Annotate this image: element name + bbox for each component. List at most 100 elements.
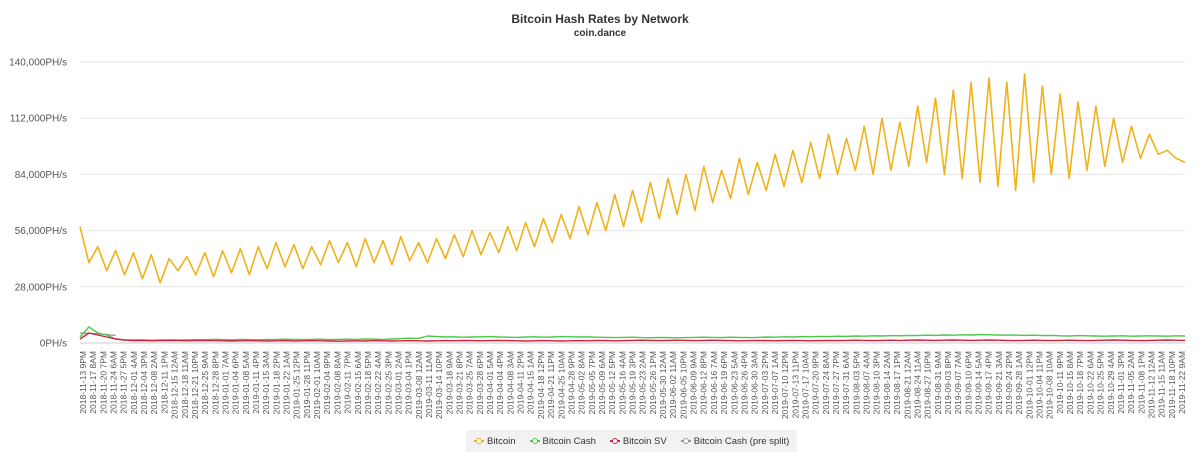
x-tick-label: 2019-02-04 9PM bbox=[322, 351, 332, 414]
grid-lines bbox=[80, 61, 1185, 344]
x-tick-label: 2019-03-11 11AM bbox=[424, 351, 434, 418]
x-tick-label: 2018-11-27 5PM bbox=[119, 351, 129, 414]
x-tick-label: 2019-09-21 3AM bbox=[994, 351, 1004, 414]
x-tick-label: 2018-12-21 10PM bbox=[190, 351, 200, 419]
series-line-bitcoin-cash-pre-split bbox=[79, 332, 116, 337]
x-tick-label: 2019-03-01 2AM bbox=[393, 351, 403, 414]
y-tick-label: 28,000PH/s bbox=[15, 282, 67, 293]
x-tick-label: 2019-11-12 12AM bbox=[1146, 351, 1156, 418]
x-tick-label: 2019-06-12 8PM bbox=[699, 351, 709, 414]
x-tick-label: 2019-01-22 1AM bbox=[282, 351, 292, 414]
x-tick-label: 2019-06-26 4PM bbox=[739, 351, 749, 414]
x-tick-label: 2019-07-07 1AM bbox=[770, 351, 780, 414]
x-tick-label: 2019-07-31 6AM bbox=[841, 351, 851, 414]
legend-label: Bitcoin Cash (pre split) bbox=[693, 435, 790, 447]
x-tick-label: 2019-09-14 5AM bbox=[973, 351, 983, 414]
x-tick-label: 2019-04-15 1AM bbox=[526, 351, 536, 414]
x-tick-label: 2018-11-13 9PM bbox=[78, 351, 88, 414]
x-tick-label: 2019-04-04 4PM bbox=[495, 351, 505, 414]
x-tick-label: 2019-01-01 7AM bbox=[220, 351, 230, 414]
x-tick-label: 2019-03-14 10PM bbox=[434, 351, 444, 419]
x-tick-label: 2019-06-02 11AM bbox=[668, 351, 678, 418]
x-tick-label: 2019-05-23 2AM bbox=[638, 351, 648, 414]
x-tick-label: 2018-12-25 9AM bbox=[200, 351, 210, 414]
legend-item-bitcoin-cash[interactable]: Bitcoin Cash bbox=[529, 435, 596, 447]
x-tick-label: 2019-03-25 7AM bbox=[465, 351, 475, 414]
x-tick-label: 2019-09-07 7AM bbox=[953, 351, 963, 414]
x-tick-label: 2019-11-15 11AM bbox=[1157, 351, 1167, 418]
y-tick-label: 140,000PH/s bbox=[9, 58, 67, 69]
legend-item-bitcoin[interactable]: Bitcoin bbox=[474, 436, 516, 447]
x-tick-label: 2019-07-10 12PM bbox=[780, 351, 790, 419]
x-tick-label: 2019-05-30 12AM bbox=[658, 351, 668, 419]
x-tick-label: 2019-07-20 9PM bbox=[811, 351, 821, 414]
x-tick-label: 2019-08-14 2AM bbox=[882, 351, 892, 414]
legend-marker-icon bbox=[609, 436, 620, 446]
x-tick-label: 2019-03-21 8PM bbox=[455, 351, 465, 414]
x-tick-label: 2019-11-05 2AM bbox=[1126, 351, 1136, 414]
legend-item-bitcoin-cash-pre-split[interactable]: Bitcoin Cash (pre split) bbox=[680, 435, 790, 447]
x-tick-label: 2019-06-05 10PM bbox=[678, 351, 688, 419]
x-tick-label: 2019-04-18 12PM bbox=[536, 351, 546, 419]
x-tick-label: 2019-06-30 3AM bbox=[750, 351, 760, 414]
legend-item-bitcoin-sv[interactable]: Bitcoin SV bbox=[609, 436, 667, 447]
x-tick-label: 2019-05-19 3PM bbox=[628, 351, 638, 414]
x-tick-label: 2019-01-11 4PM bbox=[251, 351, 261, 414]
x-tick-label: 2019-08-07 4AM bbox=[862, 351, 872, 414]
x-tick-label: 2019-11-01 3PM bbox=[1116, 351, 1126, 414]
x-tick-label: 2019-10-08 10AM bbox=[1045, 351, 1055, 419]
x-tick-label: 2019-02-25 3PM bbox=[383, 351, 393, 414]
x-tick-label: 2019-05-12 5PM bbox=[607, 351, 617, 414]
x-tick-label: 2018-12-28 8PM bbox=[210, 351, 220, 414]
y-tick-label: 112,000PH/s bbox=[10, 114, 67, 125]
x-tick-label: 2019-04-21 11PM bbox=[546, 351, 556, 418]
x-tick-label: 2019-10-25 5PM bbox=[1096, 351, 1106, 414]
x-tick-label: 2019-08-24 11AM bbox=[912, 351, 922, 418]
x-tick-label: 2019-09-28 1AM bbox=[1014, 351, 1024, 414]
x-tick-label: 2019-03-28 6PM bbox=[475, 351, 485, 414]
legend-label: Bitcoin bbox=[487, 435, 516, 447]
x-tick-label: 2019-04-08 3AM bbox=[505, 351, 515, 414]
y-tick-label: 56,000PH/s bbox=[15, 226, 67, 237]
x-tick-label: 2018-12-08 2AM bbox=[149, 351, 159, 414]
legend-marker-icon bbox=[529, 436, 540, 446]
x-tick-label: 2019-05-09 6AM bbox=[597, 351, 607, 414]
x-tick-label: 2019-05-02 8AM bbox=[577, 351, 587, 414]
x-tick-label: 2019-05-16 4AM bbox=[617, 351, 627, 414]
legend-label: Bitcoin Cash bbox=[542, 435, 596, 447]
x-tick-label: 2019-07-24 8AM bbox=[821, 351, 831, 414]
x-tick-label: 2019-01-25 12PM bbox=[292, 351, 302, 419]
chart-legend: Bitcoin Bitcoin Cash Bitcoin SV Bitcoin Cas… bbox=[466, 430, 798, 452]
x-tick-label: 2019-02-01 10AM bbox=[312, 351, 322, 419]
x-tick-label: 2019-10-04 11PM bbox=[1035, 351, 1045, 418]
x-tick-label: 2018-11-17 8AM bbox=[88, 351, 98, 414]
x-tick-label: 2019-01-08 5AM bbox=[241, 351, 251, 414]
x-tick-label: 2018-12-11 1PM bbox=[159, 351, 169, 414]
x-tick-label: 2019-06-23 5AM bbox=[729, 351, 739, 414]
x-tick-label: 2018-11-20 7PM bbox=[98, 351, 108, 414]
x-tick-label: 2019-07-03 2PM bbox=[760, 351, 770, 414]
x-tick-label: 2019-03-18 9AM bbox=[444, 351, 454, 414]
legend-marker-icon bbox=[680, 436, 691, 446]
series-line-bitcoin-sv bbox=[79, 332, 1186, 342]
x-tick-label: 2019-04-11 2PM bbox=[516, 351, 526, 414]
x-tick-label: 2019-07-13 11PM bbox=[790, 351, 800, 418]
x-tick-label: 2018-12-01 4AM bbox=[129, 351, 139, 414]
x-tick-label: 2019-09-10 6PM bbox=[963, 351, 973, 414]
x-tick-label: 2019-08-03 5PM bbox=[851, 351, 861, 414]
x-tick-label: 2018-12-18 11AM bbox=[180, 351, 190, 418]
x-tick-label: 2019-01-04 6PM bbox=[231, 351, 241, 414]
x-tick-label: 2019-07-17 10AM bbox=[800, 351, 810, 419]
x-tick-label: 2019-06-19 6PM bbox=[719, 351, 729, 414]
x-tick-label: 2019-05-26 1PM bbox=[648, 351, 658, 414]
x-tick-label: 2019-09-03 8PM bbox=[943, 351, 953, 414]
y-tick-label: 0PH/s bbox=[40, 339, 67, 350]
x-tick-label: 2019-04-25 10AM bbox=[556, 351, 566, 419]
x-tick-label: 2019-06-09 9AM bbox=[689, 351, 699, 414]
x-tick-label: 2019-10-18 7PM bbox=[1075, 351, 1085, 414]
x-tick-label: 2018-11-24 6AM bbox=[109, 351, 119, 414]
x-tick-label: 2019-08-27 10PM bbox=[923, 351, 933, 419]
x-tick-label: 2019-01-28 11PM bbox=[302, 351, 312, 418]
y-tick-label: 84,000PH/s bbox=[15, 170, 67, 181]
